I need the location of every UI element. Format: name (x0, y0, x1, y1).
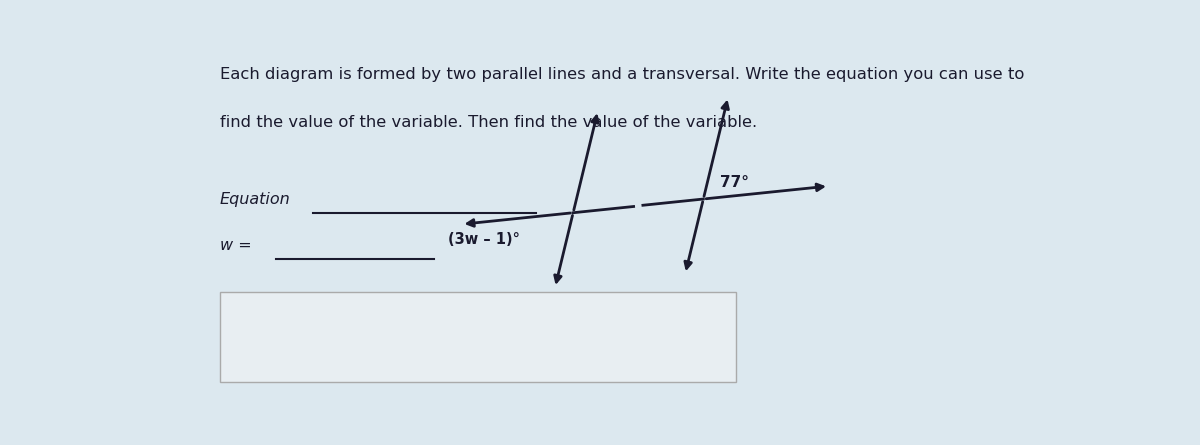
Text: Equation: Equation (220, 191, 290, 206)
Text: (3w – 1)°: (3w – 1)° (448, 231, 520, 247)
Text: 77°: 77° (720, 175, 749, 190)
Text: w =: w = (220, 238, 251, 253)
Text: find the value of the variable. Then find the value of the variable.: find the value of the variable. Then fin… (220, 115, 757, 130)
FancyBboxPatch shape (220, 291, 736, 382)
Text: Each diagram is formed by two parallel lines and a transversal. Write the equati: Each diagram is formed by two parallel l… (220, 67, 1024, 82)
